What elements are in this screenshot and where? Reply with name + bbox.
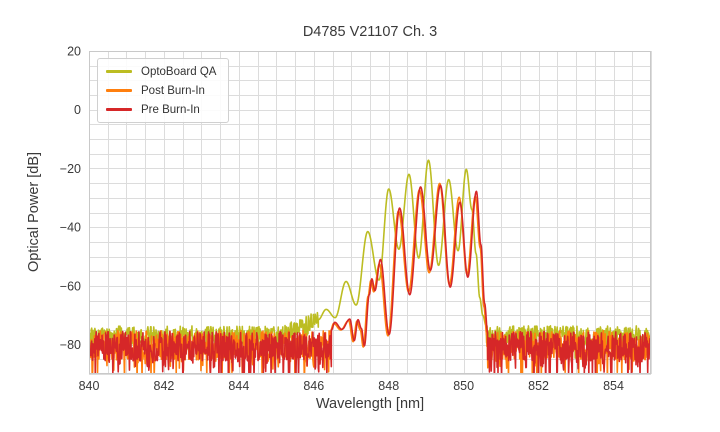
x-axis-label: Wavelength [nm] <box>315 396 425 412</box>
legend-line-optoboard-qa <box>106 70 132 73</box>
y-tick-label: 0 <box>74 103 81 117</box>
y-tick-labels: 20 0 −20 −40 −60 −80 <box>60 45 81 353</box>
series-group <box>89 159 651 374</box>
x-tick-label: 842 <box>154 379 175 393</box>
axes-spines <box>89 51 651 374</box>
legend-item-post-burn-in: Post Burn-In <box>106 83 216 98</box>
x-tick-label: 840 <box>79 379 100 393</box>
x-tick-label: 846 <box>303 379 324 393</box>
y-tick-label: −40 <box>60 221 81 235</box>
x-tick-labels: 840 842 844 846 848 850 852 854 <box>79 379 624 393</box>
series-pre-burn-in <box>89 184 651 374</box>
legend-line-post-burn-in <box>106 89 132 92</box>
x-tick-label: 848 <box>378 379 399 393</box>
legend: OptoBoard QA Post Burn-In Pre Burn-In <box>97 58 230 123</box>
y-axis-label: Optical Power [dB] <box>26 151 42 273</box>
legend-item-pre-burn-in: Pre Burn-In <box>106 102 216 117</box>
x-tick-label: 854 <box>603 379 624 393</box>
x-tick-label: 850 <box>453 379 474 393</box>
legend-label: Pre Burn-In <box>141 103 200 116</box>
y-tick-label: 20 <box>67 45 81 59</box>
y-tick-label: −20 <box>60 162 81 176</box>
y-tick-label: −60 <box>60 279 81 293</box>
y-tick-label: −80 <box>60 338 81 352</box>
x-tick-label: 852 <box>528 379 549 393</box>
legend-line-pre-burn-in <box>106 108 132 111</box>
x-tick-label: 844 <box>228 379 249 393</box>
legend-label: OptoBoard QA <box>141 65 217 78</box>
chart-title: D4785 V21107 Ch. 3 <box>302 24 438 40</box>
legend-label: Post Burn-In <box>141 84 205 97</box>
legend-item-optoboard-qa: OptoBoard QA <box>106 64 216 79</box>
